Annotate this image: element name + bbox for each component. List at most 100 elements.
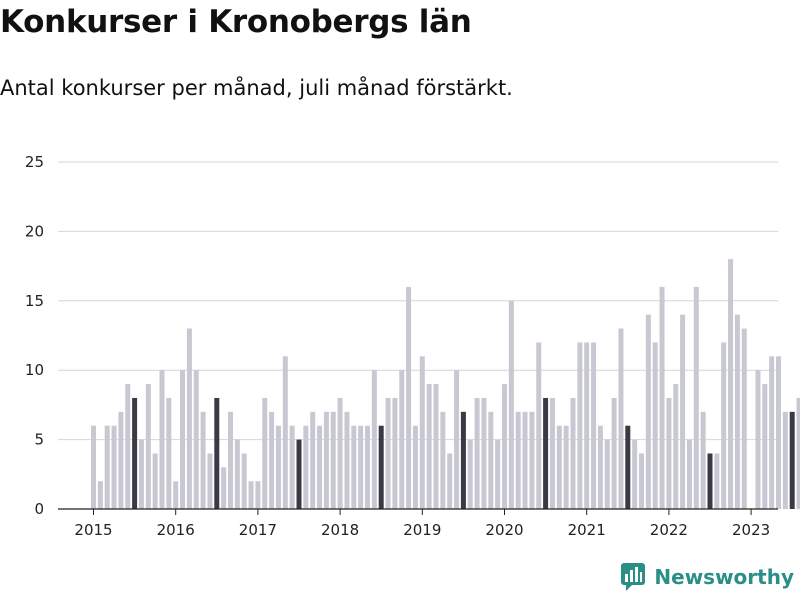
y-axis-labels: 0 5 10 15 20 25 xyxy=(25,153,44,518)
newsworthy-logo-icon xyxy=(621,563,646,591)
bar xyxy=(666,397,672,509)
bar xyxy=(618,328,624,509)
bar xyxy=(91,425,96,509)
bar xyxy=(330,411,336,509)
bar xyxy=(502,384,507,509)
x-tick-label: 2020 xyxy=(485,521,523,539)
bar xyxy=(104,425,110,509)
x-tick-label: 2019 xyxy=(403,521,441,539)
grid-lines xyxy=(58,161,778,441)
y-tick-label: 5 xyxy=(34,431,44,449)
bar xyxy=(97,481,103,509)
bar xyxy=(789,411,795,509)
bar xyxy=(755,370,761,509)
bar xyxy=(632,439,638,509)
bar xyxy=(303,425,309,509)
brand-name: Newsworthy xyxy=(654,565,794,589)
bar xyxy=(563,425,569,509)
bar xyxy=(344,411,350,509)
bar xyxy=(686,439,692,509)
bar xyxy=(467,439,473,509)
bar xyxy=(269,411,275,509)
bar xyxy=(673,384,679,509)
bar xyxy=(796,397,800,509)
bar xyxy=(275,425,281,509)
bar xyxy=(495,439,501,509)
bar xyxy=(734,314,740,509)
bar xyxy=(371,370,377,509)
bar xyxy=(454,370,460,509)
bar xyxy=(337,397,343,509)
bar xyxy=(536,342,542,509)
bar xyxy=(289,425,295,509)
x-tick-label: 2017 xyxy=(239,521,277,539)
bar xyxy=(693,286,699,509)
bar xyxy=(234,439,240,509)
x-tick-label: 2015 xyxy=(74,521,112,539)
bar xyxy=(639,453,644,509)
bar xyxy=(645,314,651,509)
bar xyxy=(782,411,788,509)
bar xyxy=(228,411,233,509)
page-subtitle: Antal konkurser per månad, juli månad fö… xyxy=(0,76,513,100)
bar xyxy=(591,342,597,509)
y-tick-label: 20 xyxy=(25,222,44,240)
bar xyxy=(515,411,521,509)
bar xyxy=(741,328,747,509)
bars xyxy=(91,259,800,509)
bar xyxy=(358,425,364,509)
bar xyxy=(714,453,720,509)
bar xyxy=(659,286,665,509)
bar xyxy=(399,370,405,509)
bar xyxy=(577,342,583,509)
x-tick-label: 2018 xyxy=(321,521,359,539)
x-axis: 2015201620172018201920202021202220232024 xyxy=(58,508,778,539)
bar xyxy=(200,411,206,509)
bar xyxy=(611,397,617,509)
bar xyxy=(419,356,425,509)
bar xyxy=(385,397,391,509)
bar xyxy=(776,356,781,509)
bar xyxy=(186,328,192,509)
bar xyxy=(549,397,555,509)
bar xyxy=(769,356,775,509)
bar xyxy=(412,425,418,509)
bar xyxy=(584,342,590,509)
bar xyxy=(138,439,144,509)
bar xyxy=(241,453,247,509)
bar xyxy=(543,397,549,509)
y-tick-label: 10 xyxy=(25,361,44,379)
bar xyxy=(180,370,186,509)
bar xyxy=(508,300,514,509)
x-tick-label: 2021 xyxy=(568,521,606,539)
newsworthy-brand[interactable]: Newsworthy xyxy=(620,562,794,592)
bar xyxy=(193,370,199,509)
x-tick-label: 2016 xyxy=(157,521,195,539)
bar xyxy=(207,453,213,509)
bar xyxy=(166,397,172,509)
bar xyxy=(440,411,446,509)
bar xyxy=(282,356,288,509)
bar xyxy=(762,384,768,509)
bar xyxy=(262,397,268,509)
bar xyxy=(604,439,610,509)
bar xyxy=(700,411,706,509)
x-tick-label: 2022 xyxy=(650,521,688,539)
y-tick-label: 0 xyxy=(34,500,44,518)
bar xyxy=(323,411,329,509)
bar xyxy=(426,384,432,509)
bar xyxy=(296,439,302,509)
bar xyxy=(406,286,412,509)
bar xyxy=(255,481,261,509)
page-title: Konkurser i Kronobergs län xyxy=(0,4,472,40)
bar xyxy=(392,397,398,509)
bar xyxy=(625,425,631,509)
bar xyxy=(145,384,151,509)
bar xyxy=(433,384,439,509)
x-tick-label: 2023 xyxy=(732,521,770,539)
bar xyxy=(529,411,535,509)
bar xyxy=(351,425,357,509)
bar xyxy=(125,384,131,509)
bar xyxy=(707,453,713,509)
